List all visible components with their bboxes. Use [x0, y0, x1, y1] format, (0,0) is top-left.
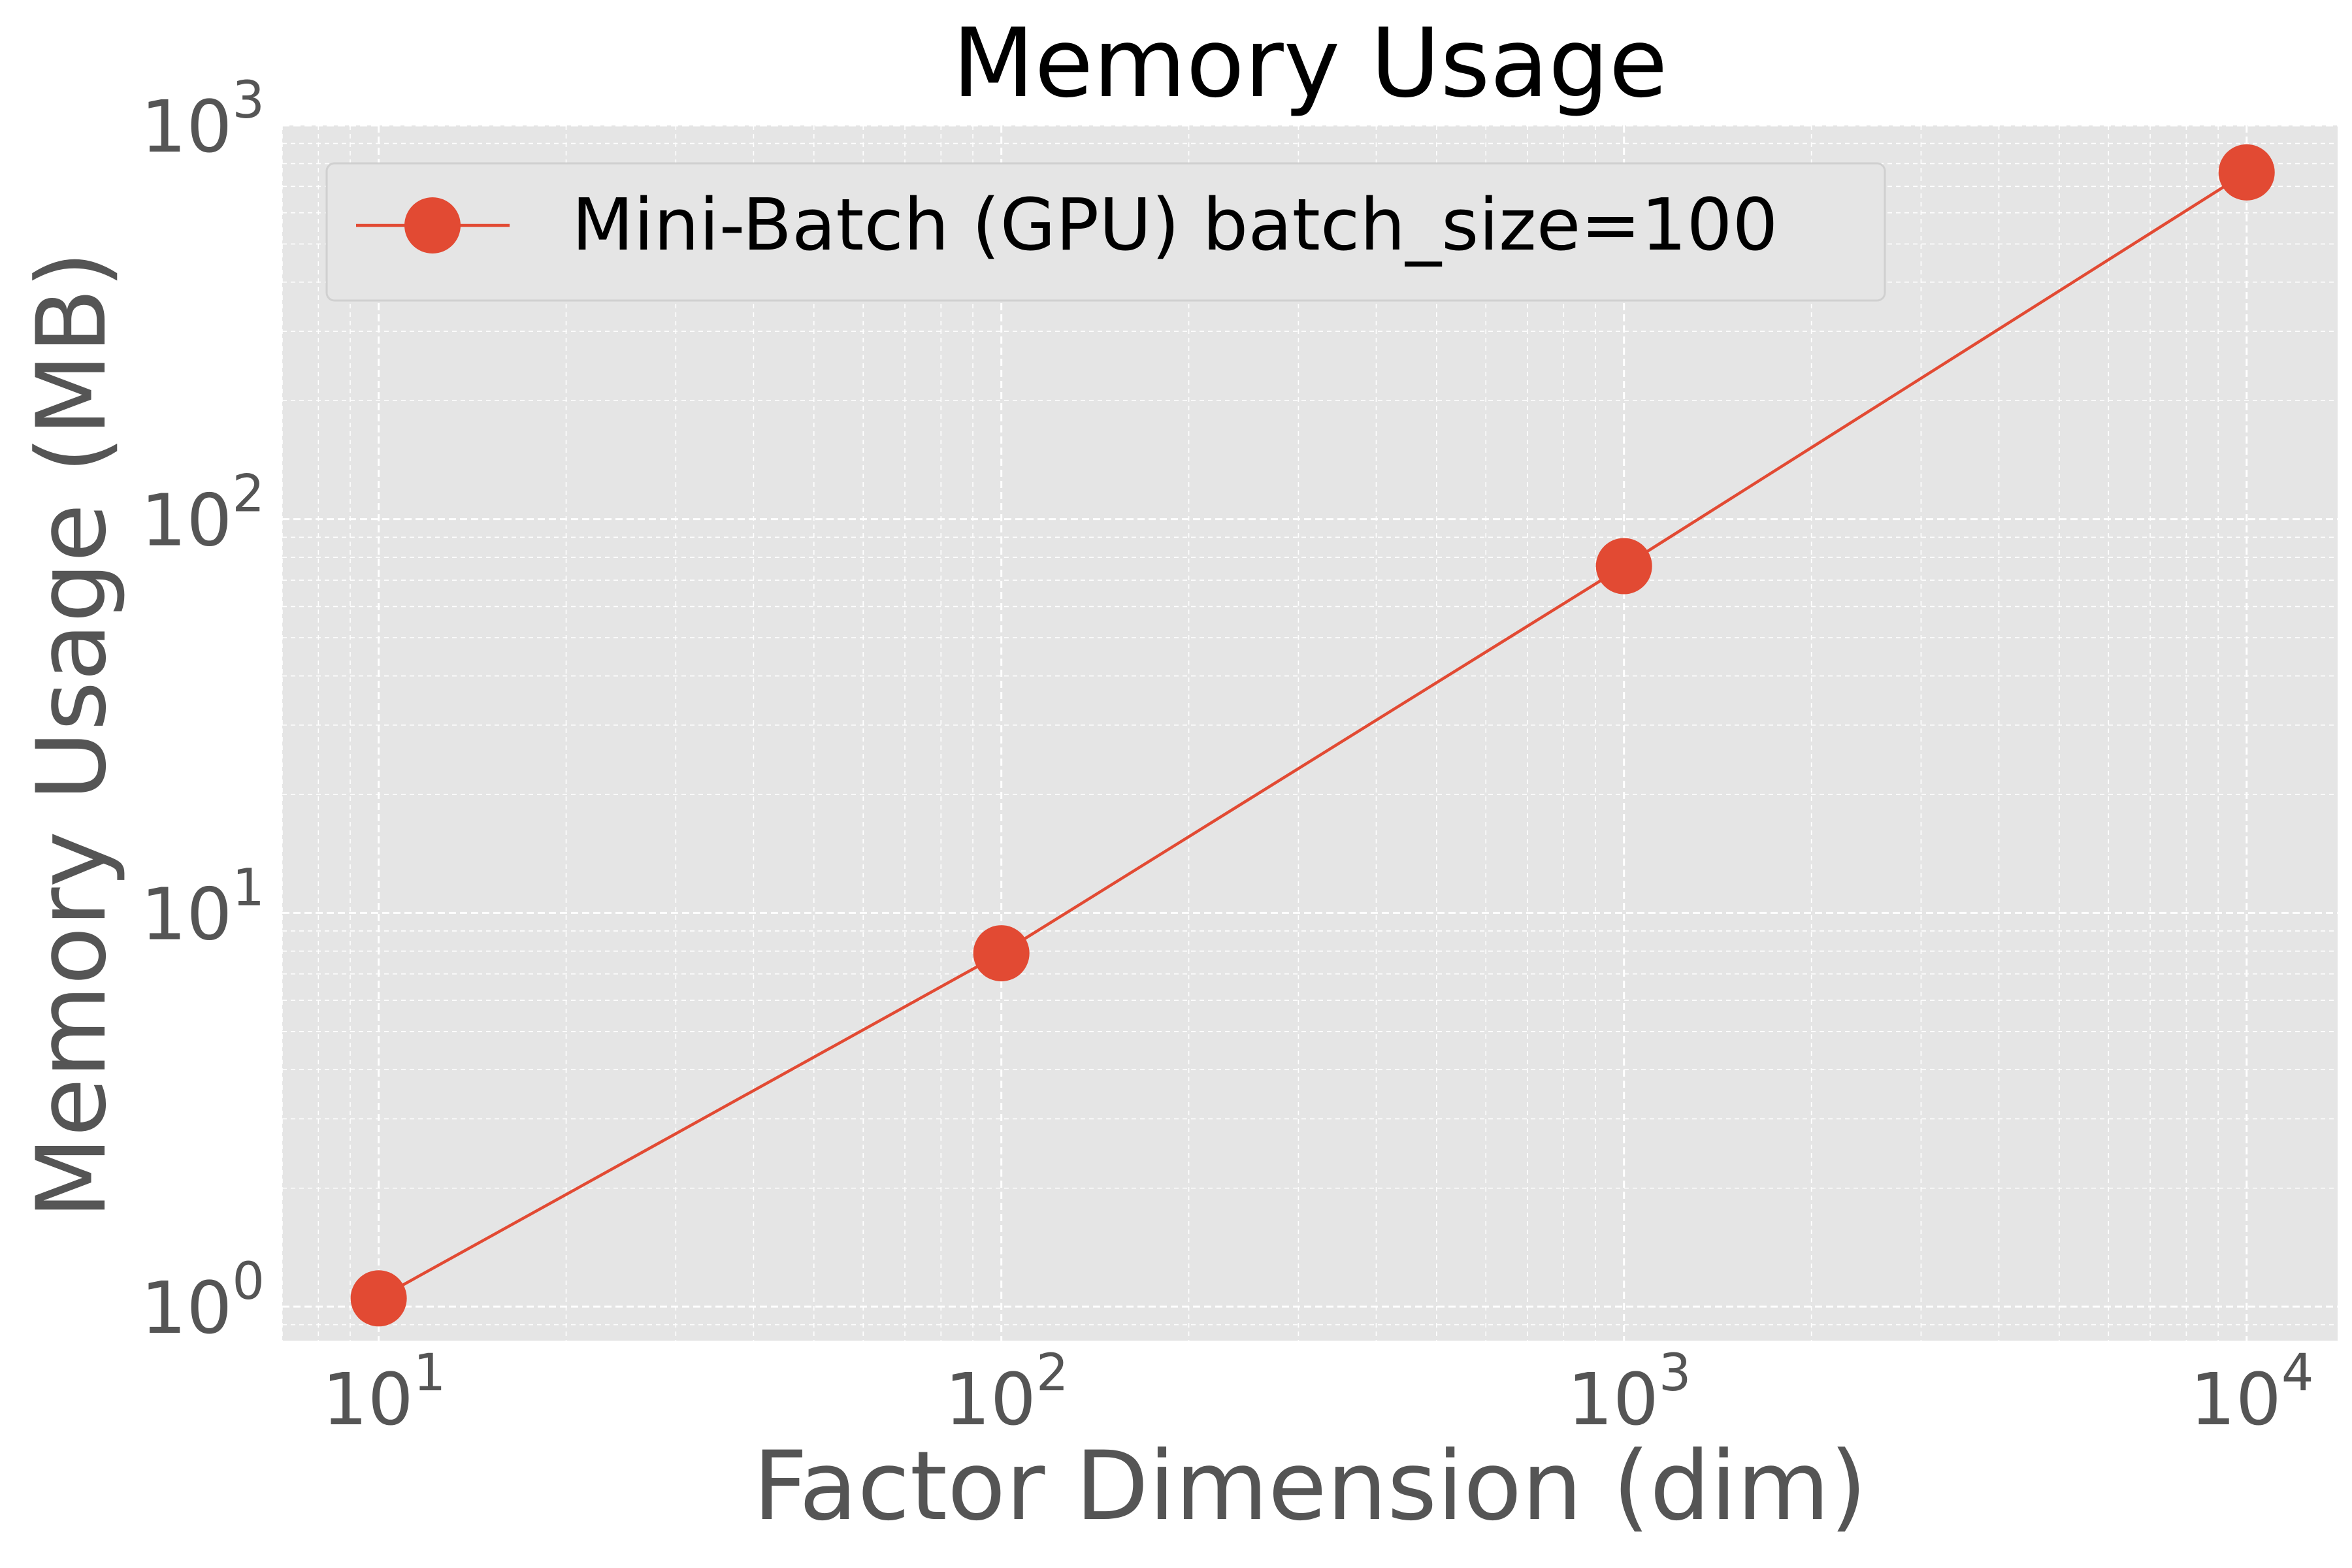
y-tick-label: 100 [140, 1252, 265, 1350]
x-tick-label: 101 [322, 1344, 446, 1441]
series-line [378, 171, 2247, 1300]
x-tick-base: 10 [322, 1358, 414, 1441]
x-tick-label: 102 [945, 1344, 1069, 1441]
y-tick-base: 10 [140, 872, 232, 956]
data-point [2218, 144, 2275, 201]
legend: Mini-Batch (GPU) batch_size=100 [325, 162, 1886, 302]
y-tick-base: 10 [140, 479, 232, 563]
x-tick-label: 103 [1567, 1344, 1691, 1441]
x-axis-label: Factor Dimension (dim) [753, 1431, 1867, 1542]
y-axis-label: Memory Usage (MB) [16, 251, 127, 1219]
x-tick-base: 10 [945, 1358, 1036, 1441]
y-tick-exponent: 1 [232, 858, 265, 917]
x-tick-exponent: 3 [1659, 1344, 1691, 1403]
y-tick-exponent: 0 [232, 1252, 265, 1311]
data-point [350, 1270, 407, 1327]
y-tick-base: 10 [140, 1266, 232, 1350]
y-tick-exponent: 3 [232, 71, 265, 130]
y-tick-exponent: 2 [232, 465, 265, 524]
y-tick-label: 103 [140, 71, 265, 169]
x-tick-base: 10 [1567, 1358, 1659, 1441]
legend-box [325, 162, 1886, 302]
y-tick-base: 10 [140, 85, 232, 169]
data-point [1595, 538, 1652, 595]
plot-area [282, 125, 2338, 1341]
x-tick-exponent: 4 [2281, 1344, 2314, 1403]
y-tick-label: 101 [140, 858, 265, 956]
data-point [973, 925, 1030, 982]
series-layer [350, 144, 2275, 1327]
x-tick-base: 10 [2190, 1358, 2281, 1441]
chart-title: Memory Usage [952, 8, 1667, 119]
x-tick-exponent: 2 [1036, 1344, 1069, 1403]
y-tick-label: 102 [140, 465, 265, 563]
legend-marker-swatch [404, 197, 461, 253]
x-tick-exponent: 1 [414, 1344, 446, 1403]
x-tick-label: 104 [2190, 1344, 2314, 1441]
legend-label: Mini-Batch (GPU) batch_size=100 [572, 183, 1778, 267]
